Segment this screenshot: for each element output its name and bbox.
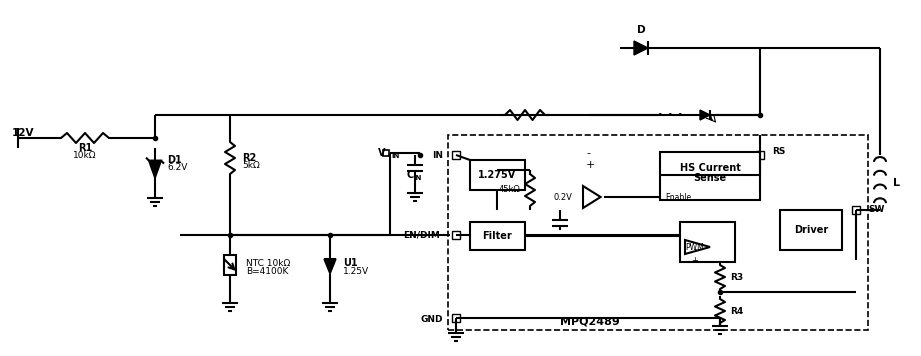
Bar [470, 160, 525, 190]
Text: C: C [406, 170, 414, 180]
Text: 45kΩ: 45kΩ [498, 185, 520, 194]
Text: PWM: PWM [685, 242, 705, 251]
Text: Driver: Driver [794, 225, 828, 235]
Text: EN/DIM: EN/DIM [403, 230, 440, 240]
Text: IN: IN [391, 153, 400, 159]
Text: L: L [893, 178, 900, 188]
Text: R3: R3 [730, 272, 743, 282]
Text: -
+: - + [692, 245, 698, 265]
Text: Enable: Enable [665, 193, 691, 201]
Text: Sense: Sense [694, 173, 727, 183]
Text: 1.25V: 1.25V [343, 267, 369, 276]
Text: 1.275V: 1.275V [478, 170, 516, 180]
Bar [452, 151, 460, 159]
Text: SW: SW [868, 205, 884, 215]
Text: NTC 10kΩ: NTC 10kΩ [246, 258, 290, 267]
Text: D: D [636, 25, 646, 35]
Text: D1: D1 [167, 155, 181, 165]
Bar [452, 314, 460, 322]
Text: R2: R2 [242, 153, 256, 163]
Text: B=4100K: B=4100K [246, 267, 288, 276]
Text: • • •: • • • [657, 110, 683, 120]
Text: HS Current: HS Current [680, 163, 740, 173]
Text: 5kΩ: 5kΩ [242, 162, 260, 171]
Bar [852, 206, 860, 214]
Text: GND: GND [421, 315, 443, 325]
Text: MPQ2489: MPQ2489 [560, 317, 620, 327]
Text: Filter: Filter [482, 231, 512, 241]
Bar [780, 210, 842, 250]
Text: 10kΩ: 10kΩ [74, 151, 97, 159]
Text: +: + [586, 159, 595, 169]
Polygon shape [583, 186, 600, 208]
Text: 0.2V: 0.2V [554, 193, 572, 201]
Bar [660, 152, 760, 200]
Text: 6.2V: 6.2V [167, 163, 187, 173]
Polygon shape [324, 259, 336, 274]
Text: U1: U1 [343, 258, 357, 268]
Text: -: - [586, 148, 590, 158]
Polygon shape [634, 41, 648, 55]
Text: 12V: 12V [12, 128, 34, 138]
Polygon shape [700, 110, 710, 120]
Text: RS: RS [772, 147, 786, 157]
Polygon shape [685, 240, 710, 254]
Bar [224, 255, 236, 275]
Bar [470, 222, 525, 250]
Text: R1: R1 [78, 143, 92, 153]
Text: V: V [378, 148, 385, 158]
Bar [680, 222, 735, 262]
Text: R4: R4 [730, 307, 743, 315]
Bar [448, 135, 868, 330]
Polygon shape [149, 161, 161, 177]
Bar [452, 231, 460, 239]
Text: IN: IN [432, 151, 443, 159]
Bar [756, 151, 764, 159]
Text: IN: IN [413, 175, 422, 181]
